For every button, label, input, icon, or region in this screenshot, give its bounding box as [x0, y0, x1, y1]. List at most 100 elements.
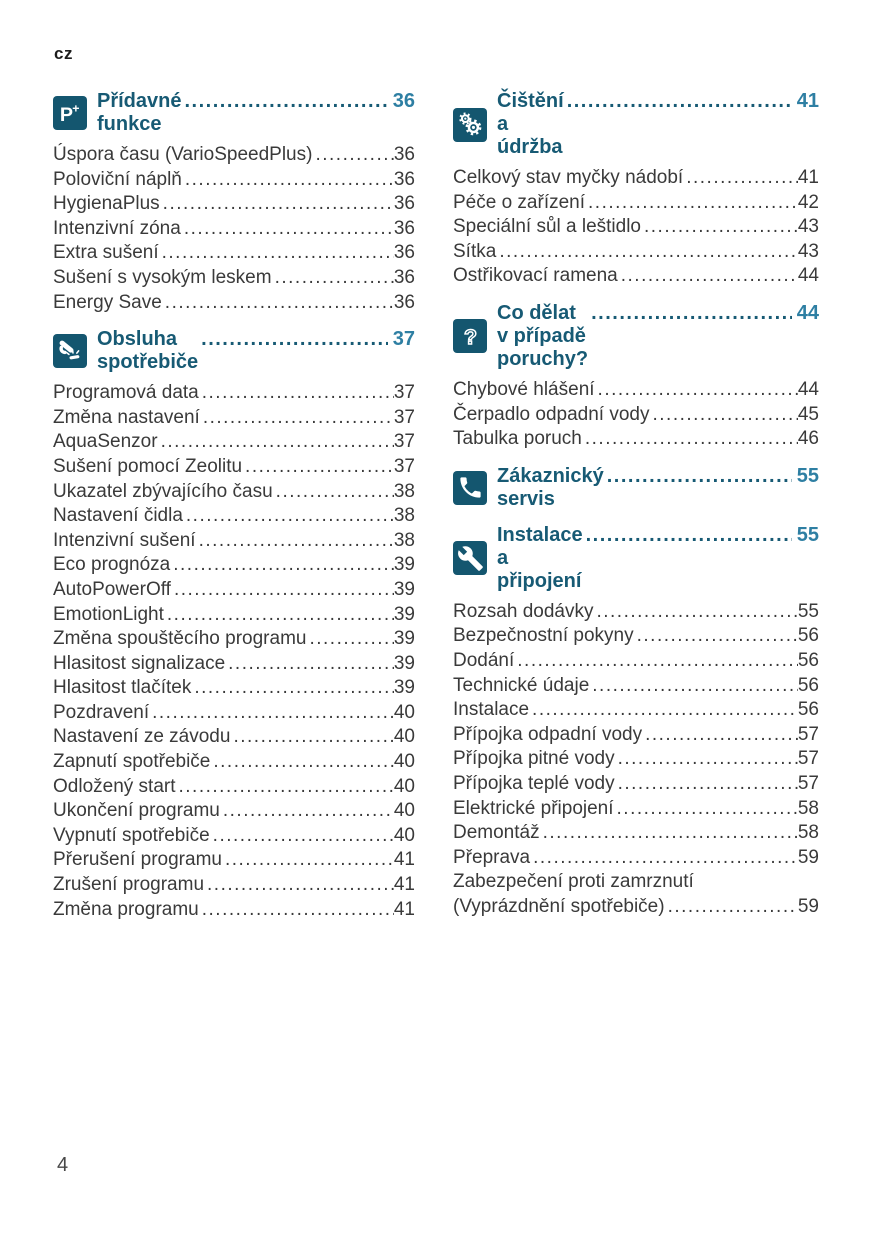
entry-page-number: 59 — [797, 895, 819, 917]
entry-leader-dots — [242, 455, 394, 480]
entry-page-number: 36 — [393, 242, 415, 264]
entry-label: Hlasitost tlačítek — [53, 677, 192, 699]
entry-leader-dots — [589, 674, 798, 699]
entry-label: Sušení s vysokým leskem — [53, 266, 272, 288]
entry-page-number: 36 — [393, 193, 415, 215]
entry-page-number: 40 — [393, 800, 415, 822]
toc-entry: Extra sušení 36 — [53, 241, 415, 266]
entry-page-number: 37 — [393, 406, 415, 428]
section-page-number: 37 — [392, 328, 415, 351]
section-page-number: 41 — [796, 90, 819, 112]
entry-label: Tabulka poruch — [453, 428, 582, 450]
toc-entry: Odložený start 40 — [53, 775, 415, 800]
locale-label: cz — [54, 44, 73, 63]
entry-label: Sítka — [453, 240, 497, 262]
section-header-line: Co dělat v případě poruchy? 44 — [497, 302, 819, 371]
toc-section: Instalace a připojení55Rozsah dodávky55B… — [453, 524, 819, 920]
entry-leader-dots — [272, 266, 394, 291]
toc-entry: Péče o zařízení 42 — [453, 191, 819, 216]
entry-leader-dots — [210, 750, 393, 775]
entry-page-number: 40 — [393, 701, 415, 723]
toc-section: Zákaznický servis 55 — [453, 465, 819, 511]
entry-leader-dots — [530, 846, 798, 871]
section-header: Zákaznický servis 55 — [453, 465, 819, 511]
gears-icon — [453, 107, 487, 142]
entry-label: Zrušení programu — [53, 874, 205, 896]
wrench-icon — [453, 541, 487, 576]
toc-entry: Dodání 56 — [453, 649, 819, 674]
entry-label: HygienaPlus — [53, 193, 160, 215]
toc-column-2: Čištění a údržba 41 Celkový stav myčky nád… — [453, 90, 819, 922]
entry-leader-dots — [273, 480, 394, 505]
toc-entry: Přípojka teplé vody 57 — [453, 772, 819, 797]
entry-page-number: 41 — [393, 849, 415, 871]
entry-page-number: 57 — [797, 772, 819, 794]
entry-label: Chybové hlášení — [453, 378, 595, 400]
entry-page-number: 56 — [797, 625, 819, 647]
entry-page-number: 37 — [393, 382, 415, 404]
entry-label: Rozsah dodávky — [453, 600, 594, 622]
section-leader-dots — [181, 90, 387, 113]
section-header: Instalace a připojení 55 — [453, 524, 819, 593]
section-title: Čištění a údržba — [497, 90, 564, 158]
entry-leader-dots — [181, 217, 394, 242]
toc-entry: EmotionLight 39 — [53, 603, 415, 628]
entry-page-number: 58 — [797, 797, 819, 819]
section-leader-dots — [564, 90, 792, 113]
entry-label: Instalace — [453, 699, 530, 721]
entry-page-number: 39 — [393, 578, 415, 600]
entry-page-number: 57 — [797, 723, 819, 745]
entry-page-number: 41 — [393, 898, 415, 920]
entry-leader-dots — [312, 143, 393, 168]
entry-leader-dots — [162, 291, 394, 316]
entry-label: Energy Save — [53, 291, 162, 313]
entry-label: EmotionLight — [53, 603, 164, 625]
entry-leader-dots — [191, 676, 394, 701]
toc-entry: Speciální sůl a leštidlo 43 — [453, 215, 819, 240]
section-leader-dots — [198, 328, 388, 351]
entry-line: Zabezpečení proti zamrznutí — [453, 870, 819, 895]
entry-label: Úspora času (VarioSpeedPlus) — [53, 144, 313, 165]
entry-label: Technické údaje — [453, 674, 590, 696]
toc-columns: P+Přídavné funkce36Úspora času (VarioSpe… — [53, 90, 819, 922]
toc-entry: Hlasitost tlačítek 39 — [53, 676, 415, 701]
entry-label: Programová data — [53, 382, 199, 404]
entry-leader-dots — [614, 797, 798, 822]
entry-label: Přípojka pitné vody — [453, 748, 615, 770]
entry-leader-dots — [171, 578, 394, 603]
entry-label: Hlasitost signalizace — [53, 652, 226, 674]
section-title: Přídavné funkce — [97, 90, 182, 135]
entry-leader-dots — [183, 504, 394, 529]
entry-page-number: 39 — [393, 628, 415, 650]
entry-page-number: 39 — [393, 603, 415, 625]
entry-leader-dots — [164, 603, 394, 628]
entry-leader-dots — [170, 553, 394, 578]
toc-entry: Technické údaje 56 — [453, 674, 819, 699]
toc-entry: Sítka 43 — [453, 240, 819, 265]
entry-leader-dots — [199, 381, 394, 406]
entry-page-number: 36 — [393, 266, 415, 288]
entry-label: (Vyprázdnění spotřebiče) — [453, 895, 665, 917]
entry-leader-dots — [149, 701, 394, 726]
section-header: Obsluha spotřebiče 37 — [53, 328, 415, 374]
entry-label: Pozdravení — [53, 701, 150, 723]
entry-leader-dots — [199, 898, 394, 923]
entry-page-number: 44 — [797, 378, 819, 400]
entry-page-number: 58 — [797, 822, 819, 844]
entry-label: Změna spouštěcího programu — [53, 628, 307, 650]
toc-entry: Přerušení programu 41 — [53, 848, 415, 873]
toc-entry: Zabezpečení proti zamrznutí (Vyprázdnění … — [453, 870, 819, 919]
entry-page-number: 40 — [393, 824, 415, 846]
section-page-number: 36 — [392, 90, 415, 112]
entry-page-number: 56 — [797, 674, 819, 696]
toc-entry: Nastavení ze závodu 40 — [53, 725, 415, 750]
entry-page-number: 39 — [393, 677, 415, 699]
section-page-number: 55 — [796, 523, 819, 546]
toc-entry: Intenzivní zóna 36 — [53, 217, 415, 242]
entry-label: Celkový stav myčky nádobí — [453, 167, 684, 188]
toc-column-1: P+Přídavné funkce36Úspora času (VarioSpe… — [53, 90, 415, 922]
toc-entry: Celkový stav myčky nádobí 41 — [453, 166, 819, 191]
section-leader-dots — [583, 524, 792, 547]
entry-page-number: 37 — [393, 455, 415, 477]
